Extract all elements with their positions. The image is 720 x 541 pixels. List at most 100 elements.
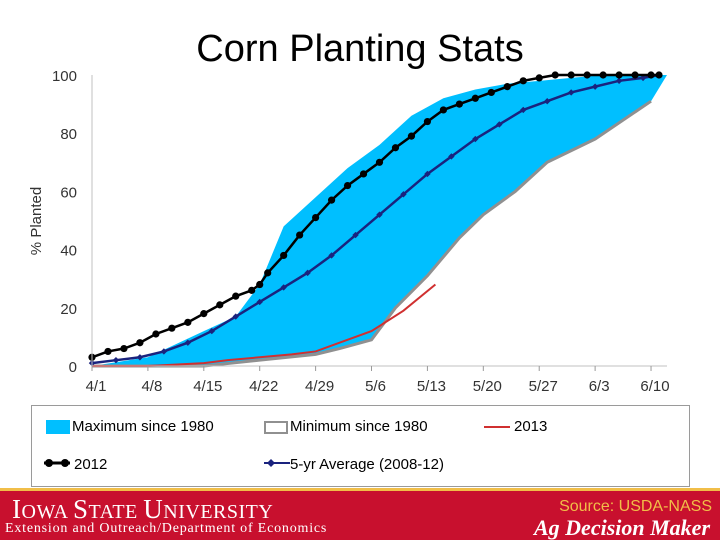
series-5yr-average-point [304, 269, 311, 277]
series-2012-point [200, 310, 208, 318]
series-2012-point [359, 170, 368, 178]
footer-accent-line [0, 488, 720, 491]
university-wordmark: IOWA STATE UNIVERSITY [12, 494, 273, 525]
wordmark-initial-1: I [12, 494, 22, 524]
slide-title: Corn Planting Stats [196, 28, 524, 70]
series-2012-point [391, 144, 400, 152]
series-2012-point [120, 344, 128, 353]
series-5yr-average-point [591, 83, 599, 90]
y-tick-label: 40 [60, 243, 77, 260]
series-5yr-average-point [160, 348, 168, 355]
series-2012-point [232, 292, 240, 300]
series-2012-point [375, 158, 384, 166]
source-note: Source: USDA-NASS [559, 498, 712, 515]
wordmark-initial-3: U [143, 494, 164, 524]
series-2012-point [248, 286, 256, 294]
series-2012-point [631, 71, 639, 79]
series-2012-point [327, 196, 336, 204]
series-2012-point [216, 301, 224, 309]
series-2012-point [168, 324, 176, 332]
series-5yr-average-point [472, 135, 479, 143]
legend-swatch-2013 [484, 426, 510, 428]
series-minimum-line [92, 99, 652, 368]
series-5yr-average-point [424, 170, 431, 178]
extension-line: Extension and Outreach/Department of Eco… [5, 521, 328, 536]
series-2012-point [599, 71, 607, 79]
series-2012-point [567, 71, 575, 79]
legend-label-2012: 2012 [74, 456, 108, 473]
series-2012-point [503, 83, 511, 91]
series-2012-point [455, 100, 463, 108]
series-5yr-average-point [496, 121, 503, 128]
plot-area [88, 71, 667, 368]
x-tick-label: 5/27 [529, 378, 558, 395]
series-5yr-average-point [232, 313, 239, 320]
wordmark-rest-3: NIVERSITY [163, 501, 274, 523]
legend-label-minimum: Minimum since 1980 [290, 418, 428, 435]
legend-label-5yr-average: 5-yr Average (2008-12) [290, 456, 444, 473]
axes: 0 20 40 60 80 100 4/1 4/8 4/15 4/22 4/29 5/6 5/13 5/2… [52, 68, 670, 395]
series-2013-line [92, 283, 437, 367]
wordmark-rest-1: OWA [21, 501, 73, 523]
series-2012-point [439, 106, 447, 114]
series-2012-point [615, 71, 623, 79]
series-2012-point [535, 74, 543, 82]
series-2012-point [264, 269, 272, 277]
legend-label-2013: 2013 [514, 418, 548, 435]
series-2012-point [655, 71, 663, 79]
x-tick-label: 6/10 [640, 378, 669, 395]
series-2012-point [583, 71, 591, 79]
series-5yr-average-point [448, 153, 455, 160]
footer-bar: IOWA STATE UNIVERSITY Extension and Outr… [0, 488, 720, 540]
x-tick-label: 4/8 [141, 378, 162, 395]
series-2012-point [152, 330, 160, 338]
y-tick-label: 100 [52, 68, 77, 85]
series-2012-point [136, 339, 144, 347]
series-5yr-average-point [256, 298, 263, 306]
series-5yr-average-point [376, 211, 383, 218]
legend-swatch-2012 [44, 459, 70, 467]
series-5yr-average-point [112, 356, 120, 364]
x-tick-label: 4/15 [193, 378, 222, 395]
chart-legend: Maximum since 1980 Minimum since 1980 20… [31, 405, 690, 487]
y-tick-label: 60 [60, 184, 77, 201]
series-5yr-average-point [184, 339, 192, 346]
series-2012-point [184, 318, 192, 326]
series-5yr-average-point [567, 89, 575, 96]
y-tick-label: 20 [60, 301, 77, 318]
series-2012-point [280, 251, 288, 260]
series-2012-point [519, 77, 527, 85]
x-tick-label: 4/29 [305, 378, 334, 395]
x-tick-label: 4/1 [86, 378, 107, 395]
series-2012-point [343, 181, 352, 190]
series-5yr-average-point [615, 77, 623, 85]
x-tick-label: 6/3 [589, 378, 610, 395]
x-tick-label: 5/6 [365, 378, 386, 395]
corn-planting-chart: 0 20 40 60 80 100 4/1 4/8 4/15 4/22 4/29 5/6 5/13 5/2… [28, 68, 670, 395]
series-2012-point [104, 347, 112, 356]
series-2012-point [296, 231, 304, 239]
series-5yr-average-point [544, 97, 551, 105]
brand-name: Ag Decision Maker [534, 515, 710, 540]
x-tick-label: 5/13 [417, 378, 446, 395]
series-2012-point [407, 132, 416, 140]
series-maximum-area [92, 75, 667, 366]
series-5yr-average-point [136, 354, 144, 361]
legend-swatch-maximum [46, 420, 70, 434]
legend-swatch-minimum [264, 421, 288, 434]
series-2012-point [487, 88, 495, 97]
y-tick-label: 0 [69, 359, 77, 376]
x-tick-label: 4/22 [249, 378, 278, 395]
series-2012-point [423, 117, 432, 126]
legend-swatch-5yr-average [264, 459, 290, 467]
series-2012-point [551, 71, 559, 79]
series-5yr-average-point [208, 327, 215, 335]
x-tick-label: 5/20 [473, 378, 502, 395]
series-5yr-average-point [280, 284, 287, 291]
series-5yr-average-point [400, 191, 407, 198]
legend-label-maximum: Maximum since 1980 [72, 418, 214, 435]
y-tick-label: 80 [60, 126, 77, 143]
series-2012-point [471, 94, 479, 102]
wordmark-initial-2: S [72, 494, 89, 524]
y-axis-label: % Planted [28, 187, 45, 255]
